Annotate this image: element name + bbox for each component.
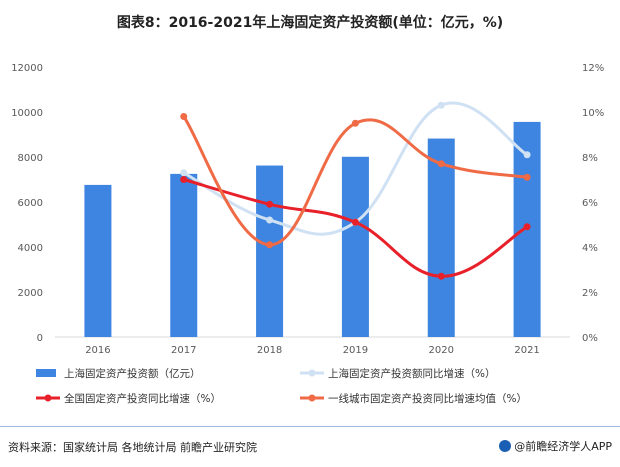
left-axis-tick-label: 10000 [11, 108, 43, 119]
series-point [266, 241, 274, 249]
bar [341, 156, 369, 337]
bar [84, 184, 112, 337]
series-point [523, 151, 531, 159]
x-axis-tick-label: 2020 [429, 345, 454, 356]
left-axis-tick-label: 2000 [18, 288, 43, 299]
series-point [523, 173, 531, 181]
right-axis-tick-label: 0% [582, 333, 598, 344]
series-point [437, 272, 445, 280]
legend-swatch-point [308, 394, 316, 402]
x-axis-tick-label: 2016 [85, 345, 110, 356]
right-axis-tick-label: 8% [582, 153, 598, 164]
brand-logo-icon [499, 440, 512, 452]
series-point [180, 169, 188, 177]
chart-title: 图表8：2016-2021年上海固定资产投资额(单位：亿元，%) [116, 15, 504, 31]
left-axis: 0 2000 4000 6000 8000 10000 12000 [11, 63, 43, 344]
right-axis-tick-label: 4% [582, 243, 598, 254]
bar [170, 173, 198, 337]
left-axis-tick-label: 12000 [11, 63, 43, 74]
legend-label: 上海固定资产投资额（亿元） [64, 367, 201, 380]
series-point [523, 223, 531, 231]
left-axis-tick-label: 8000 [18, 153, 43, 164]
right-axis-tick-label: 2% [582, 288, 598, 299]
legend: 上海固定资产投资额（亿元） 上海固定资产投资额同比增速（%） 全国固定资产投资同比增… [36, 367, 527, 405]
series-point [180, 176, 188, 183]
bar [427, 138, 455, 337]
x-axis-tick-label: 2021 [514, 345, 539, 356]
left-axis-tick-label: 6000 [18, 198, 43, 209]
series-line [182, 101, 529, 236]
bar [256, 165, 284, 337]
footer: 资料来源：国家统计局 各地统计局 前瞻产业研究院 @前瞻经济学人APP [0, 426, 620, 467]
legend-swatch-point [44, 394, 52, 402]
chart-svg: 0 2000 4000 6000 8000 10000 12000 0% 2% 4% 6% 8% 10… [11, 63, 604, 405]
series-point [351, 119, 359, 127]
legend-label: 上海固定资产投资额同比增速（%） [328, 367, 495, 380]
series-point [180, 113, 188, 120]
x-axis-ticks: 2016 2017 2018 2019 2020 2021 [85, 345, 540, 356]
x-axis-tick-label: 2017 [171, 345, 196, 356]
x-axis-tick-label: 2018 [257, 345, 282, 356]
legend-label: 一线城市固定资产投资同比增速均值（%） [328, 392, 527, 405]
series-point [437, 160, 445, 168]
legend-swatch [36, 369, 56, 377]
lines-group [180, 101, 531, 280]
series-line [182, 115, 529, 247]
source-note: 资料来源：国家统计局 各地统计局 前瞻产业研究院 [8, 441, 257, 454]
series-point [351, 218, 359, 226]
series-point [266, 200, 274, 208]
bars-group [84, 121, 541, 338]
legend-swatch-point [308, 369, 316, 377]
left-axis-tick-label: 4000 [18, 243, 43, 254]
brand-attribution: @前瞻经济学人APP [499, 438, 612, 454]
series-point [437, 101, 445, 109]
legend-label: 全国固定资产投资同比增速（%） [64, 392, 221, 405]
x-axis-tick-label: 2019 [343, 345, 368, 356]
right-axis: 0% 2% 4% 6% 8% 10% 12% [582, 63, 604, 344]
series-point [266, 216, 274, 224]
right-axis-tick-label: 12% [582, 63, 604, 74]
left-axis-tick-label: 0 [37, 333, 43, 344]
right-axis-tick-label: 6% [582, 198, 598, 209]
right-axis-tick-label: 10% [582, 108, 604, 119]
brand-text: @前瞻经济学人APP [514, 440, 612, 453]
